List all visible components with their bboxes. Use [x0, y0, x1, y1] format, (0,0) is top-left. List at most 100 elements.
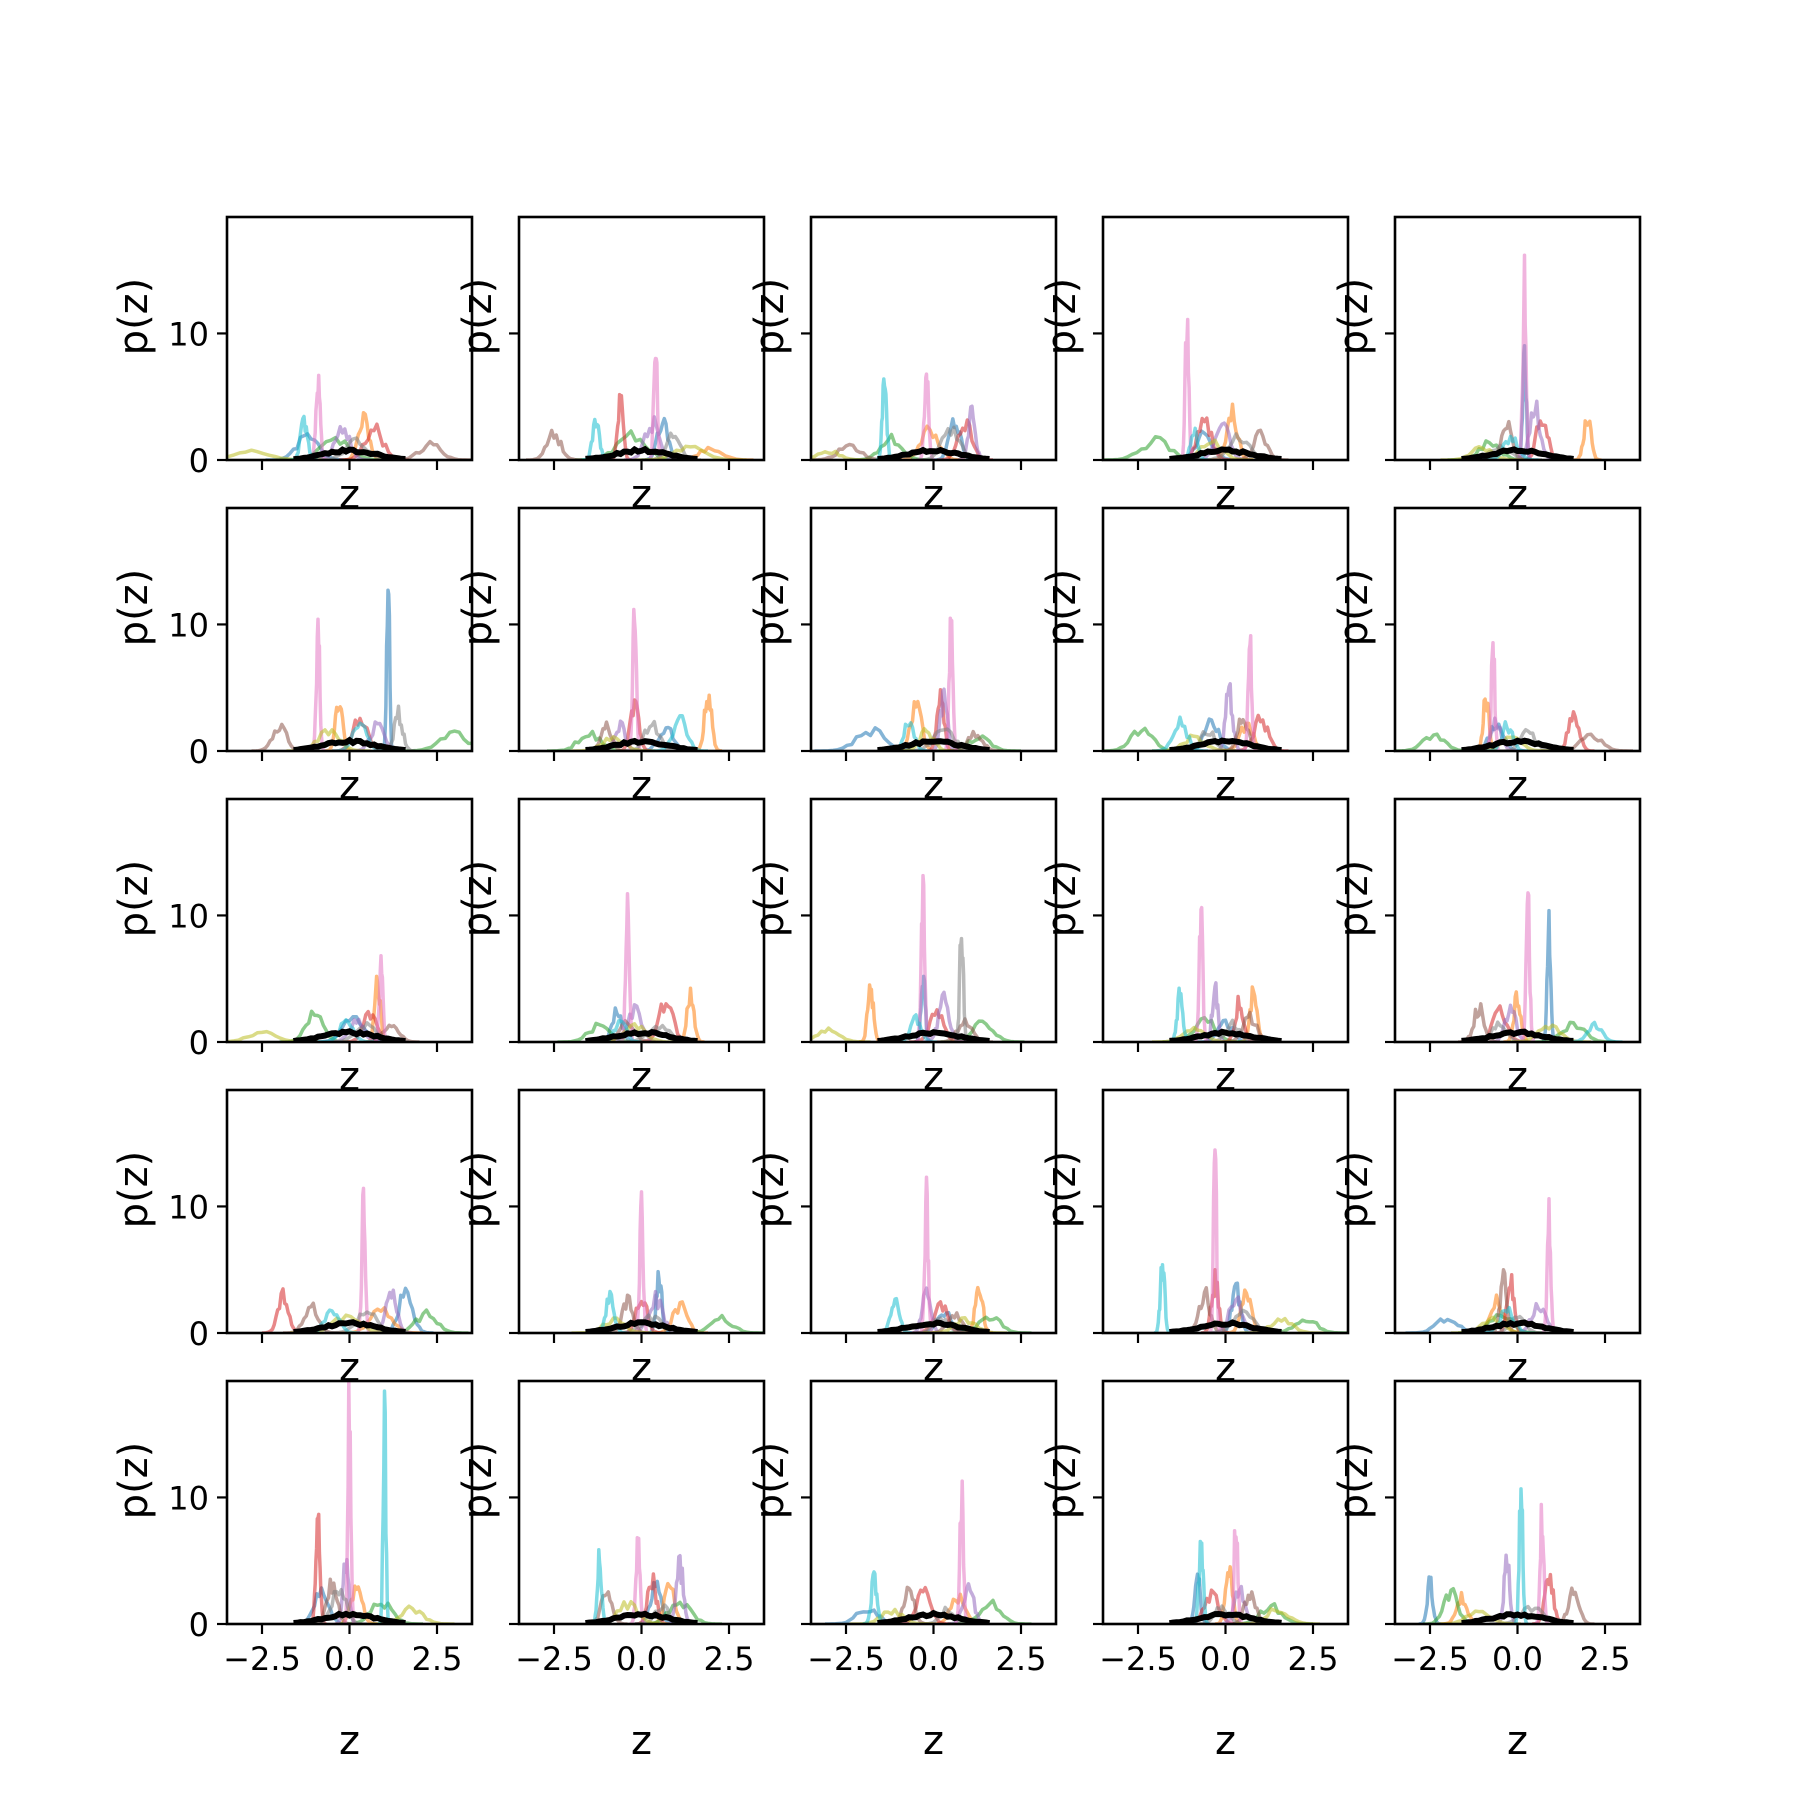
series-line [381, 588, 395, 751]
prior-line [1461, 1611, 1574, 1624]
y-axis-label: p(z) [747, 569, 793, 647]
y-tick-label: 10 [168, 606, 209, 644]
prior-line [877, 1319, 990, 1333]
x-axis-label: z [1215, 1718, 1236, 1764]
plot-area [1440, 253, 1603, 460]
x-tick-label: −2.5 [223, 1640, 301, 1678]
x-tick-label: 2.5 [412, 1640, 463, 1678]
x-tick-label: 2.5 [704, 1640, 755, 1678]
x-axis-label: z [339, 1054, 360, 1100]
axes-frame [809, 506, 1058, 753]
axes-frame [225, 215, 474, 462]
subplot: 0 10 z p(z) [111, 1088, 474, 1391]
plot-area [1103, 317, 1289, 460]
x-axis-label: z [1215, 1054, 1236, 1100]
prior-line [1169, 446, 1282, 460]
plot-area [1417, 1487, 1595, 1624]
series-line [1484, 640, 1502, 751]
x-axis-label: z [1507, 1718, 1528, 1764]
plot-area [227, 373, 472, 460]
x-axis-label: z [631, 763, 652, 809]
axes-frame [1393, 506, 1642, 753]
plot-area [1458, 891, 1623, 1042]
axes-frame [517, 215, 766, 462]
x-tick-label: −2.5 [1391, 1640, 1469, 1678]
plot-area [1395, 640, 1633, 751]
y-axis-label: p(z) [1039, 1151, 1085, 1229]
x-axis-label: z [631, 1345, 652, 1391]
plot-area [547, 607, 723, 751]
x-axis-label: z [339, 1345, 360, 1391]
axes-frame [1101, 1088, 1350, 1335]
series-line [917, 372, 936, 460]
y-axis-label: p(z) [455, 1442, 501, 1520]
x-axis-label: z [923, 1718, 944, 1764]
prior-line [1169, 1319, 1282, 1333]
prior-line [1461, 1319, 1574, 1333]
subplot: z p(z) [1039, 506, 1350, 809]
x-axis-label: z [339, 763, 360, 809]
series-line [811, 1026, 871, 1042]
series-line [633, 1190, 650, 1333]
y-axis-label: p(z) [1331, 1442, 1377, 1520]
x-axis-label: z [1507, 1054, 1528, 1100]
subplot: z p(z) [1039, 797, 1350, 1100]
prior-line [585, 445, 698, 460]
axes-frame [809, 797, 1058, 1044]
prior-line [293, 1610, 406, 1624]
x-axis-label: z [923, 763, 944, 809]
y-axis-label: p(z) [455, 1151, 501, 1229]
axes-frame [517, 506, 766, 753]
series-line [858, 983, 883, 1042]
prior-line [584, 1028, 698, 1042]
prior-line [877, 1609, 991, 1624]
axes-frame [1393, 1088, 1642, 1335]
subplot: z p(z) [1331, 1088, 1642, 1391]
plot-area [1153, 1148, 1348, 1333]
series-line [526, 428, 582, 460]
x-axis-label: z [631, 472, 652, 518]
prior-line [585, 737, 698, 751]
subplot: z p(z) [455, 1088, 766, 1391]
y-tick-label: 0 [189, 1024, 209, 1062]
x-axis-label: z [923, 1345, 944, 1391]
x-axis-label: z [1215, 472, 1236, 518]
y-axis-label: p(z) [1039, 278, 1085, 356]
prior-line [1169, 1028, 1282, 1042]
subplot: z p(z) [455, 215, 766, 518]
subplot: z p(z) [1331, 506, 1642, 809]
subplot: z p(z) [747, 797, 1058, 1100]
series-line [377, 1389, 392, 1624]
series-line [626, 607, 643, 751]
x-tick-label: −2.5 [807, 1640, 885, 1678]
y-axis-label: p(z) [1039, 569, 1085, 647]
prior-line [293, 736, 406, 751]
plot-area [814, 616, 1021, 751]
axes-frame [225, 797, 474, 1044]
series-line [1540, 1197, 1558, 1333]
x-tick-label: 2.5 [1288, 1640, 1339, 1678]
x-axis-label: z [923, 1054, 944, 1100]
prior-line [293, 1319, 406, 1333]
y-axis-label: p(z) [455, 860, 501, 938]
x-tick-label: 0.0 [908, 1640, 959, 1678]
y-axis-label: p(z) [1331, 569, 1377, 647]
y-axis-label: p(z) [1331, 1151, 1377, 1229]
x-axis-label: z [1507, 472, 1528, 518]
x-tick-label: 2.5 [996, 1640, 1047, 1678]
axes-frame [225, 1088, 474, 1335]
series-line [398, 729, 472, 751]
plot-area [293, 1381, 455, 1624]
series-line [918, 1175, 935, 1333]
axes-frame [1393, 215, 1642, 462]
subplot: −2.5 0.0 2.5 0 10 z p(z) [111, 1379, 474, 1764]
subplot: z p(z) [455, 506, 766, 809]
y-tick-label: 10 [168, 897, 209, 935]
plot-area [825, 1479, 1032, 1624]
series-line [1540, 908, 1558, 1042]
subplot: −2.5 0.0 2.5 z p(z) [1331, 1379, 1642, 1764]
y-tick-label: 0 [189, 1315, 209, 1353]
plot-area [557, 892, 706, 1042]
series-line [1572, 419, 1603, 460]
series-line [628, 1535, 648, 1624]
